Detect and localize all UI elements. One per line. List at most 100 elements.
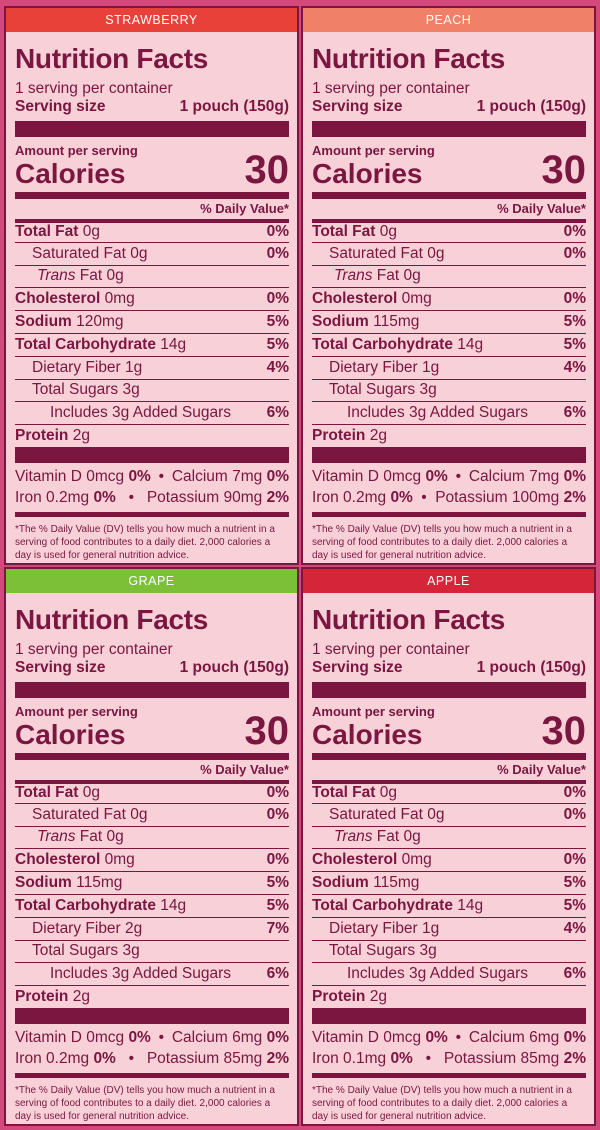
sodium-value: 115mg xyxy=(373,313,420,331)
added-sugars-value: 3g xyxy=(112,404,130,422)
dietary-fiber-row: Dietary Fiber 1g 4% xyxy=(312,916,586,940)
total-fat-row: Total Fat 0g 0% xyxy=(15,219,289,242)
nutrition-panel-peach: PEACH Nutrition Facts 1 serving per cont… xyxy=(301,6,596,565)
flavor-header: STRAWBERRY xyxy=(6,8,297,32)
vitamin-d-label: Vitamin D xyxy=(312,1029,379,1047)
calcium-label: Calcium xyxy=(171,1029,228,1047)
total-sugars-row: Total Sugars 3g xyxy=(312,939,586,963)
calcium-label: Calcium xyxy=(468,468,525,486)
added-sugars-dv: 6% xyxy=(266,404,289,422)
calcium-dv: 0% xyxy=(563,1029,586,1047)
total-sugars-label: Total Sugars xyxy=(329,942,416,960)
iron-label: Iron xyxy=(15,489,42,507)
vitamin-calcium-row: Vitamin D 0mcg 0% • Calcium 6mg 0% xyxy=(312,1027,586,1050)
trans-fat-label-italic: Trans xyxy=(334,267,373,285)
amount-per-serving: Amount per serving xyxy=(312,704,435,719)
vitamin-d-label: Vitamin D xyxy=(15,1029,82,1047)
calories-value: 30 xyxy=(541,709,587,753)
total-fat-label: Total Fat xyxy=(312,784,376,802)
serving-size-value: 1 pouch (150g) xyxy=(476,659,586,676)
sodium-label: Sodium xyxy=(312,874,369,892)
daily-value-header: % Daily Value* xyxy=(200,762,289,777)
total-fat-row: Total Fat 0g 0% xyxy=(312,219,586,242)
trans-fat-value: 0g xyxy=(403,828,421,846)
dietary-fiber-dv: 4% xyxy=(563,358,586,376)
potassium-value: 90mg xyxy=(223,489,263,507)
serving-size-value: 1 pouch (150g) xyxy=(179,98,289,115)
dietary-fiber-label: Dietary Fiber xyxy=(329,919,418,937)
total-carbohydrate-row: Total Carbohydrate 14g 5% xyxy=(312,893,586,917)
label-title: Nutrition Facts xyxy=(15,604,209,635)
trans-fat-row: Trans Fat 0g xyxy=(312,264,586,288)
saturated-fat-label: Saturated Fat xyxy=(32,244,126,262)
serving-size-value: 1 pouch (150g) xyxy=(179,659,289,676)
bullet-separator: • xyxy=(128,1050,135,1068)
calories-label: Calories xyxy=(15,158,126,189)
protein-row: Protein 2g xyxy=(15,985,289,1008)
flavor-header: APPLE xyxy=(303,569,594,593)
sodium-dv: 5% xyxy=(563,313,586,331)
saturated-fat-value: 0g xyxy=(130,244,148,262)
total-fat-dv: 0% xyxy=(563,784,586,802)
thick-divider xyxy=(15,682,289,698)
potassium-label: Potassium xyxy=(443,1050,517,1068)
trans-fat-label: Fat xyxy=(79,828,103,846)
vitamin-d-value: 0mcg xyxy=(86,468,125,486)
total-carbohydrate-dv: 5% xyxy=(563,335,586,353)
trans-fat-label: Fat xyxy=(376,828,400,846)
serving-size-label: Serving size xyxy=(312,98,403,115)
nutrition-panel-apple: APPLE Nutrition Facts 1 serving per cont… xyxy=(301,567,596,1126)
protein-value: 2g xyxy=(72,427,90,445)
added-sugars-prefix: Includes xyxy=(347,965,405,983)
nutrition-panel-strawberry: STRAWBERRY Nutrition Facts 1 serving per… xyxy=(4,6,299,565)
saturated-fat-label: Saturated Fat xyxy=(329,244,423,262)
amount-per-serving: Amount per serving xyxy=(15,143,138,158)
protein-label: Protein xyxy=(312,988,366,1006)
total-fat-label: Total Fat xyxy=(15,223,79,241)
dietary-fiber-dv: 4% xyxy=(563,919,586,937)
cholesterol-label: Cholesterol xyxy=(15,851,101,869)
cholesterol-row: Cholesterol 0mg 0% xyxy=(15,287,289,310)
total-fat-dv: 0% xyxy=(266,784,289,802)
sodium-label: Sodium xyxy=(15,874,72,892)
saturated-fat-dv: 0% xyxy=(563,805,586,823)
protein-label: Protein xyxy=(15,427,69,445)
protein-row: Protein 2g xyxy=(15,424,289,447)
sodium-dv: 5% xyxy=(266,874,289,892)
trans-fat-row: Trans Fat 0g xyxy=(15,825,289,849)
calcium-label: Calcium xyxy=(468,1029,525,1047)
total-carbohydrate-dv: 5% xyxy=(563,896,586,914)
protein-value: 2g xyxy=(72,988,90,1006)
bullet-separator: • xyxy=(455,1029,462,1047)
potassium-label: Potassium xyxy=(146,489,220,507)
vitamin-d-value: 0mcg xyxy=(383,1029,422,1047)
cholesterol-row: Cholesterol 0mg 0% xyxy=(312,848,586,871)
sodium-row: Sodium 120mg 5% xyxy=(15,310,289,333)
dietary-fiber-value: 1g xyxy=(422,358,440,376)
protein-label: Protein xyxy=(312,427,366,445)
calcium-value: 7mg xyxy=(232,468,263,486)
total-sugars-value: 3g xyxy=(419,381,437,399)
vitamin-d-label: Vitamin D xyxy=(312,468,379,486)
trans-fat-value: 0g xyxy=(403,267,421,285)
vitamin-calcium-row: Vitamin D 0mcg 0% • Calcium 7mg 0% xyxy=(15,466,289,489)
sodium-dv: 5% xyxy=(266,313,289,331)
dietary-fiber-label: Dietary Fiber xyxy=(329,358,418,376)
calories-row: Calories 30 xyxy=(15,711,289,751)
vitamin-d-value: 0mcg xyxy=(383,468,422,486)
label-title: Nutrition Facts xyxy=(312,43,506,74)
medium-divider xyxy=(312,753,586,760)
cholesterol-label: Cholesterol xyxy=(15,290,101,308)
trans-fat-label-italic: Trans xyxy=(334,828,373,846)
potassium-label: Potassium xyxy=(435,489,508,507)
calcium-dv: 0% xyxy=(563,468,586,486)
daily-value-footnote: *The % Daily Value (DV) tells you how mu… xyxy=(15,1084,275,1122)
sodium-label: Sodium xyxy=(15,313,72,331)
vitamin-d-dv: 0% xyxy=(128,1029,151,1047)
bullet-separator: • xyxy=(158,1029,165,1047)
saturated-fat-row: Saturated Fat 0g 0% xyxy=(15,241,289,265)
saturated-fat-value: 0g xyxy=(427,805,445,823)
potassium-dv: 2% xyxy=(266,1050,289,1068)
total-sugars-value: 3g xyxy=(122,381,140,399)
thick-divider xyxy=(312,682,586,698)
